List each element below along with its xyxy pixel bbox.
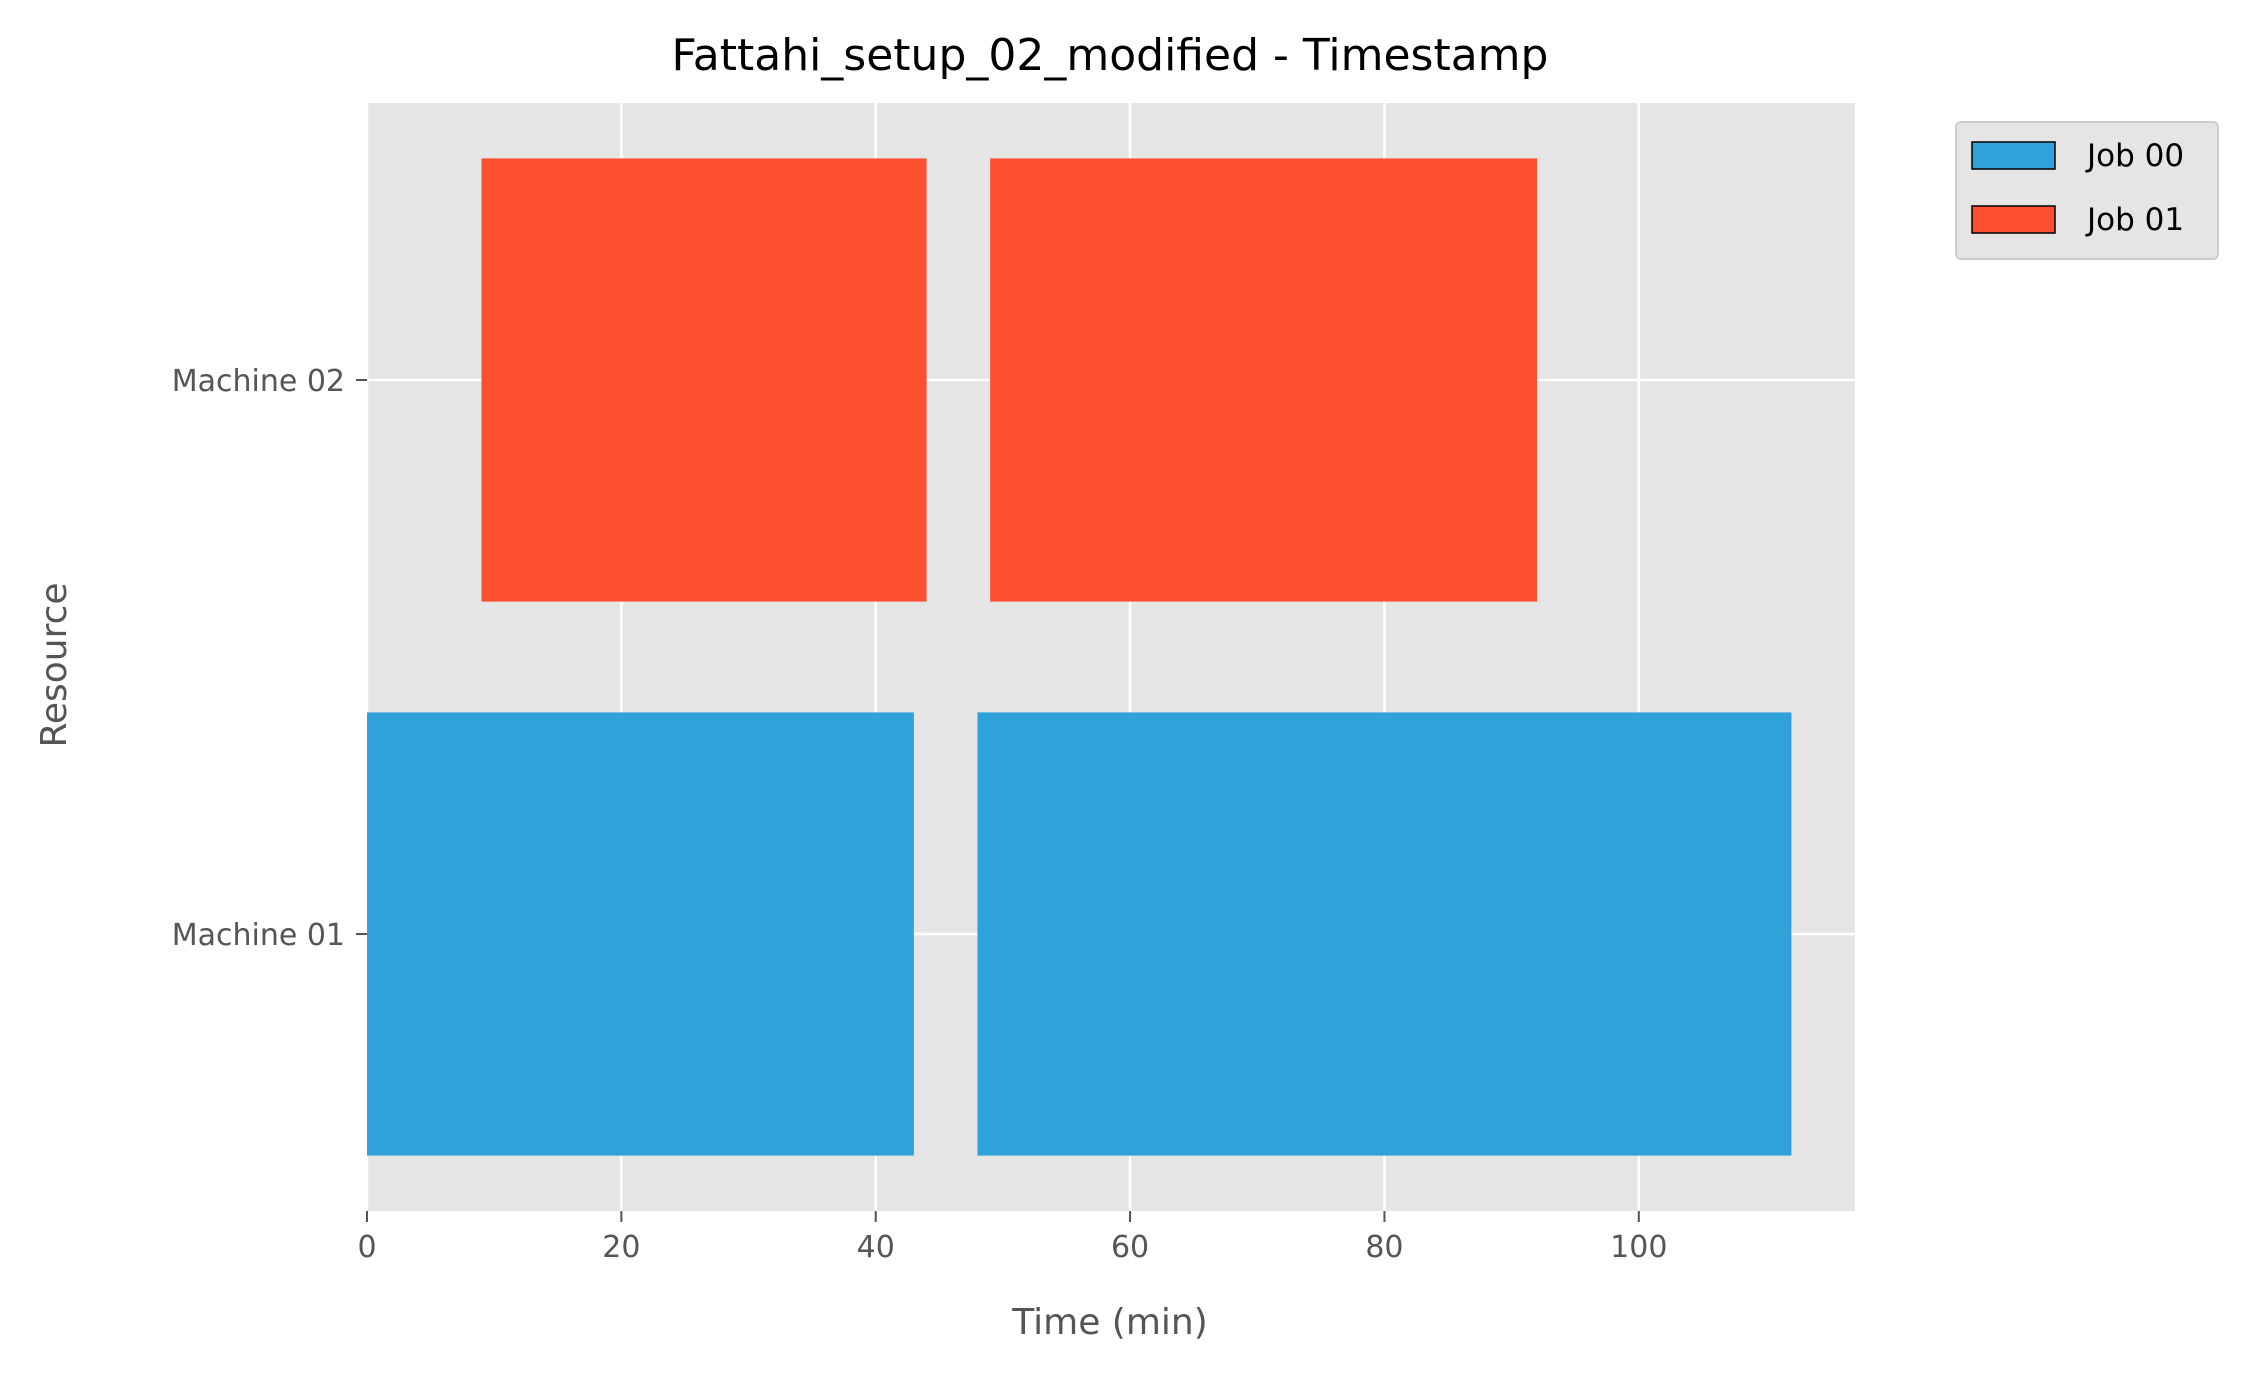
legend-label: Job 00 bbox=[2085, 138, 2184, 174]
plot-area: 0 20 40 60 80 100 Machine 01 Machine 02 bbox=[172, 103, 1855, 1265]
legend: Job 00 Job 01 bbox=[1955, 121, 2219, 260]
gantt-bar bbox=[990, 158, 1538, 602]
y-axis-label: Resource bbox=[34, 582, 75, 747]
chart-title: Fattahi_setup_02_modified - Timestamp bbox=[672, 30, 1549, 81]
gantt-bar bbox=[977, 712, 1792, 1156]
x-axis-label: Time (min) bbox=[1011, 1302, 1208, 1343]
x-tick-label: 20 bbox=[602, 1230, 640, 1265]
gantt-bar bbox=[367, 712, 914, 1156]
legend-swatch bbox=[1971, 205, 2056, 234]
x-tick-label: 100 bbox=[1610, 1230, 1667, 1265]
x-tick-label: 40 bbox=[857, 1230, 895, 1265]
legend-label: Job 01 bbox=[2085, 202, 2184, 238]
y-tick-label: Machine 01 bbox=[172, 918, 345, 953]
x-tick-label: 80 bbox=[1365, 1230, 1403, 1265]
y-tick-label: Machine 02 bbox=[172, 364, 345, 399]
x-tick-label: 60 bbox=[1111, 1230, 1149, 1265]
x-tick-label: 0 bbox=[357, 1230, 376, 1265]
gantt-bar bbox=[481, 158, 927, 602]
legend-swatch bbox=[1971, 141, 2056, 170]
